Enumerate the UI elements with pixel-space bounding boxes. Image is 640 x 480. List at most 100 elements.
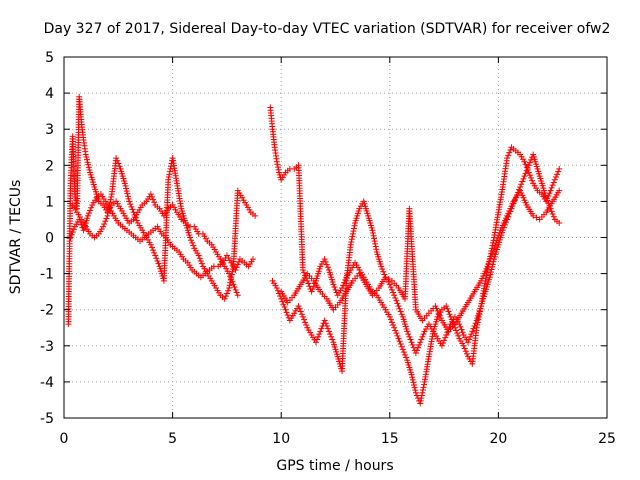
data-point-track-e	[378, 263, 385, 270]
data-point-track-d	[418, 395, 425, 402]
x-tick-label: 20	[489, 431, 507, 447]
data-point-track-a	[84, 159, 91, 166]
data-point-track-b	[249, 256, 256, 263]
data-point-track-e	[350, 228, 357, 235]
data-point-track-c	[103, 215, 110, 222]
data-point-track-e	[526, 159, 533, 166]
data-point-track-e	[470, 325, 477, 332]
data-point-track-e	[284, 312, 291, 319]
data-point-track-e	[324, 325, 331, 332]
data-point-track-e	[443, 331, 450, 338]
data-point-track-e	[419, 333, 426, 340]
data-point-track-f	[488, 253, 495, 260]
data-point-track-f	[385, 276, 392, 283]
data-point-track-e	[467, 333, 474, 340]
y-tick-label: -2	[40, 303, 54, 319]
data-point-track-c	[223, 290, 230, 297]
data-point-track-e	[521, 173, 528, 180]
data-point-track-f	[486, 258, 493, 265]
data-point-track-e	[469, 328, 476, 335]
data-point-track-e	[457, 323, 464, 330]
data-point-track-c	[152, 252, 159, 259]
data-point-track-c	[222, 293, 229, 300]
data-point-track-d	[506, 149, 513, 156]
data-point-track-c	[229, 268, 236, 275]
data-point-track-d	[301, 269, 308, 276]
data-point-track-d	[386, 313, 393, 320]
data-point-track-d	[548, 184, 555, 191]
data-point-track-c	[104, 212, 111, 219]
data-point-track-c	[227, 276, 234, 283]
data-point-track-e	[351, 222, 358, 229]
data-point-track-c	[224, 287, 231, 294]
data-point-track-e	[390, 289, 397, 296]
data-point-track-e	[441, 337, 448, 344]
data-point-track-f	[484, 263, 491, 270]
data-point-track-d	[446, 311, 453, 318]
data-point-track-c	[186, 234, 193, 241]
data-point-track-e	[406, 333, 413, 340]
data-point-track-e	[487, 269, 494, 276]
data-point-track-e	[372, 240, 379, 247]
data-point-track-d	[419, 387, 426, 394]
data-point-track-e	[458, 326, 465, 333]
data-point-track-d	[454, 330, 461, 337]
data-point-track-e	[328, 333, 335, 340]
data-point-track-d	[550, 179, 557, 186]
data-point-track-c	[147, 241, 154, 248]
data-point-track-c	[106, 204, 113, 211]
data-point-track-d	[462, 348, 469, 355]
data-point-track-d	[330, 281, 337, 288]
data-point-track-d	[275, 166, 282, 173]
data-point-track-c	[197, 257, 204, 264]
data-point-track-e	[329, 336, 336, 343]
data-point-track-e	[487, 271, 494, 278]
data-point-track-e	[398, 311, 405, 318]
data-point-track-e	[274, 287, 281, 294]
data-point-track-d	[409, 374, 416, 381]
data-point-track-e	[394, 300, 401, 307]
data-point-track-c	[131, 211, 138, 218]
data-point-track-f	[493, 237, 500, 244]
data-point-track-c	[196, 255, 203, 262]
data-point-track-c	[121, 180, 128, 187]
data-point-track-e	[369, 229, 376, 236]
data-point-track-d	[529, 177, 536, 184]
data-point-track-f	[491, 242, 498, 249]
data-point-track-c	[189, 239, 196, 246]
data-point-track-e	[395, 303, 402, 310]
data-point-track-d	[304, 277, 311, 284]
data-point-track-d	[505, 152, 512, 159]
data-point-track-d	[461, 345, 468, 352]
data-point-track-d	[521, 158, 528, 165]
data-point-track-a	[151, 199, 158, 206]
y-tick-label: -4	[40, 375, 54, 391]
data-point-track-e	[466, 336, 473, 343]
data-point-track-d	[391, 324, 398, 331]
data-point-track-c	[221, 295, 228, 302]
data-point-track-e	[523, 167, 530, 174]
data-point-track-b	[88, 204, 95, 211]
data-point-track-e	[314, 336, 321, 343]
data-point-track-c	[190, 242, 197, 249]
data-point-track-d	[400, 349, 407, 356]
data-point-track-a	[85, 161, 92, 168]
data-point-track-c	[198, 260, 205, 267]
y-tick-label: -5	[40, 411, 54, 427]
y-tick-label: 5	[45, 50, 54, 66]
data-point-track-e	[323, 322, 330, 329]
data-point-track-d	[403, 354, 410, 361]
data-point-track-a	[150, 196, 157, 203]
data-point-track-a	[83, 156, 90, 163]
data-point-track-e	[415, 344, 422, 351]
x-tick-label: 25	[598, 431, 616, 447]
data-point-track-e	[297, 308, 304, 315]
data-point-track-a	[231, 284, 238, 291]
data-point-track-e	[405, 331, 412, 338]
data-point-track-d	[402, 351, 409, 358]
data-point-track-d	[507, 146, 514, 153]
y-tick-label: -3	[40, 339, 54, 355]
data-point-track-f	[496, 229, 503, 236]
y-tick-label: 4	[45, 86, 54, 102]
